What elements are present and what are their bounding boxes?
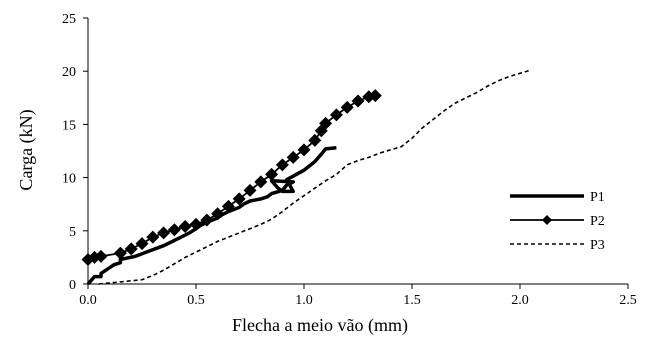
legend-item-p2: P2 (510, 214, 605, 229)
data-point (167, 223, 181, 237)
legend-item-p1: P1 (510, 190, 605, 205)
data-point (124, 242, 138, 256)
legend-label: P1 (590, 190, 605, 205)
x-tick-label: 2.0 (511, 293, 529, 308)
x-tick-label: 0.0 (79, 293, 97, 308)
data-point (297, 143, 311, 157)
data-point (94, 249, 108, 263)
legend: P1 P2 P3 (510, 190, 605, 253)
x-tick-label: 1.5 (403, 293, 421, 308)
series-p2 (81, 89, 382, 267)
y-tick-label: 10 (62, 172, 76, 187)
data-point (232, 192, 246, 206)
data-point (178, 220, 192, 234)
y-tick-label: 20 (62, 65, 76, 80)
x-tick-label: 1.0 (295, 293, 313, 308)
legend-label: P2 (590, 214, 605, 229)
y-tick-label: 5 (69, 225, 76, 240)
y-ticks: 0 5 10 15 20 25 (62, 12, 88, 293)
series-p3 (98, 69, 532, 285)
series-line-p3 (98, 69, 532, 285)
data-point (254, 175, 268, 189)
data-point (211, 207, 225, 221)
data-point (286, 150, 300, 164)
data-point (329, 108, 343, 122)
y-tick-label: 15 (62, 118, 76, 133)
data-point (308, 133, 322, 147)
data-point (265, 167, 279, 181)
data-point (157, 226, 171, 240)
legend-label: P3 (590, 238, 605, 253)
x-axis-title: Flecha a meio vão (mm) (232, 315, 408, 336)
data-point (200, 213, 214, 227)
data-point (189, 217, 203, 231)
y-axis-title: Carga (kN) (16, 109, 37, 190)
data-point (275, 158, 289, 172)
data-point (351, 94, 365, 108)
data-point (340, 100, 354, 114)
y-tick-label: 25 (62, 12, 76, 27)
legend-marker (542, 215, 552, 225)
data-point (146, 230, 160, 244)
data-point (113, 246, 127, 260)
data-point (243, 183, 257, 197)
data-point (319, 116, 333, 130)
legend-item-p3: P3 (510, 238, 605, 253)
series-p1 (86, 146, 337, 286)
plot-area (81, 69, 532, 286)
x-tick-label: 0.5 (187, 293, 205, 308)
data-point (368, 89, 382, 103)
data-point (135, 237, 149, 251)
series-line-p1 (86, 146, 337, 286)
x-ticks: 0.0 0.5 1.0 1.5 2.0 2.5 (79, 284, 637, 308)
data-point (221, 199, 235, 213)
x-tick-label: 2.5 (619, 293, 637, 308)
y-tick-label: 0 (69, 278, 76, 293)
